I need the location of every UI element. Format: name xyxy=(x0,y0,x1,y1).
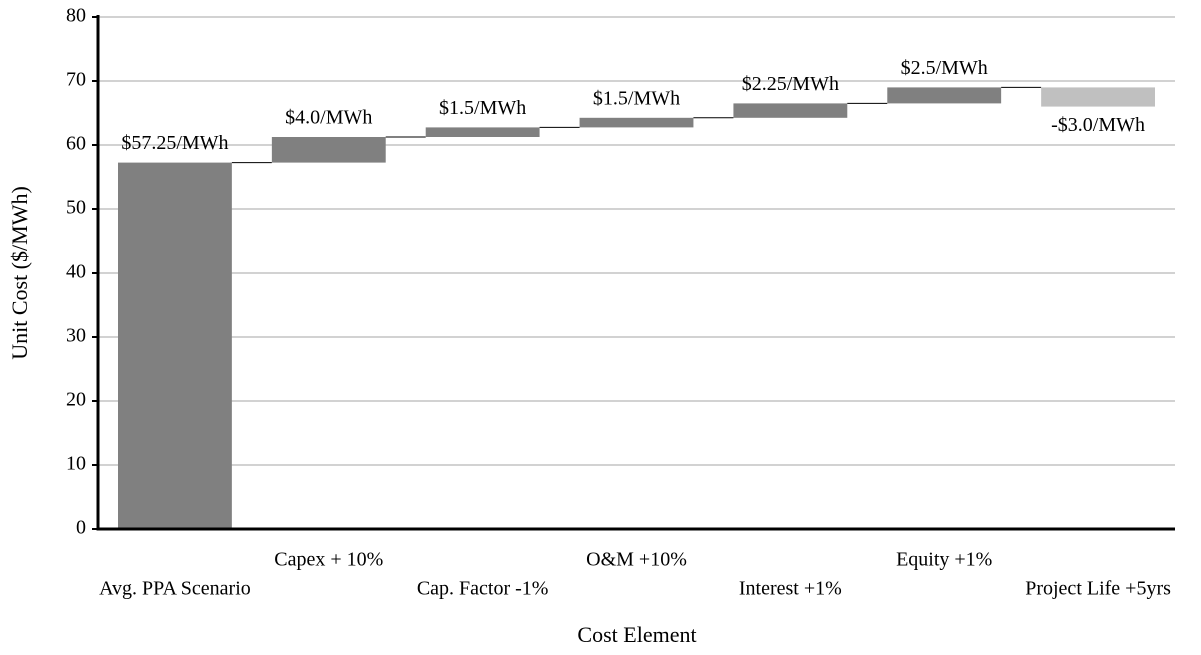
bar xyxy=(579,117,694,128)
value-label: $1.5/MWh xyxy=(439,97,526,119)
y-tick-label: 50 xyxy=(66,197,86,219)
x-tick-label: Avg. PPA Scenario xyxy=(99,578,251,600)
x-tick-label: Capex + 10% xyxy=(274,549,383,571)
x-tick-label: O&M +10% xyxy=(586,549,687,571)
x-tick-label: Cap. Factor -1% xyxy=(417,578,549,600)
bar xyxy=(425,127,540,137)
value-label: $2.25/MWh xyxy=(742,73,839,95)
bar xyxy=(118,162,232,529)
bar xyxy=(1041,87,1155,107)
x-axis-title: Cost Element xyxy=(577,622,696,647)
value-label: $1.5/MWh xyxy=(593,87,680,109)
y-tick-label: 0 xyxy=(76,517,86,539)
bar xyxy=(733,103,848,118)
y-tick-label: 30 xyxy=(66,325,86,347)
y-axis-title: Unit Cost ($/MWh) xyxy=(7,186,32,360)
x-tick-label: Equity +1% xyxy=(896,549,992,571)
x-tick-label: Interest +1% xyxy=(739,578,842,600)
value-label: $57.25/MWh xyxy=(121,132,228,154)
y-tick-label: 70 xyxy=(66,69,86,91)
y-tick-label: 10 xyxy=(66,453,86,475)
value-label: $2.5/MWh xyxy=(901,57,988,79)
y-tick-label: 80 xyxy=(66,5,86,27)
x-tick-label: Project Life +5yrs xyxy=(1025,578,1171,600)
bar xyxy=(271,137,386,163)
bar xyxy=(887,87,1002,104)
y-tick-label: 20 xyxy=(66,389,86,411)
value-label: -$3.0/MWh xyxy=(1051,114,1145,136)
y-tick-label: 40 xyxy=(66,261,86,283)
y-tick-label: 60 xyxy=(66,133,86,155)
value-label: $4.0/MWh xyxy=(285,107,372,129)
